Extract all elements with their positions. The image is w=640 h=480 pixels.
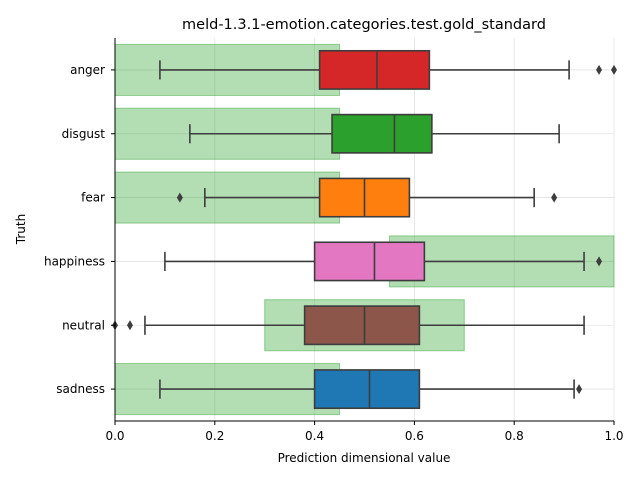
x-tick-label: 0.2 [205,429,224,443]
y-tick-label-neutral: neutral [62,318,105,332]
x-tick-label: 0.4 [305,429,324,443]
x-tick-label: 1.0 [604,429,623,443]
box-happiness [164,241,603,282]
y-tick-label-sadness: sadness [56,382,105,396]
outlier-point [126,320,133,331]
box-iqr [313,369,421,410]
outlier-point [551,192,558,203]
box-neutral [112,305,585,346]
x-tick-label: 0.8 [505,429,524,443]
box-iqr [313,241,426,282]
box-iqr [331,113,433,154]
y-axis-ticks: anger disgust fear happiness neutral sadness [44,63,115,396]
outlier-point [576,384,583,395]
y-tick-label-disgust: disgust [62,127,106,141]
x-tick-label: 0.0 [105,429,124,443]
outlier-point [611,64,617,75]
box-series [112,49,617,410]
y-tick-label-happiness: happiness [44,254,105,268]
box-fear [176,177,558,218]
x-tick-label: 0.6 [405,429,424,443]
box-iqr [303,305,421,346]
box-iqr [318,49,431,90]
box-anger [159,49,617,90]
outlier-point [176,192,183,203]
x-axis-label: Prediction dimensional value [278,451,451,465]
gold-standard-ranges [114,43,615,416]
y-axis-label: Truth [14,214,28,245]
box-sadness [159,369,583,410]
chart-title: meld-1.3.1-emotion.categories.test.gold_… [182,17,546,33]
x-axis-ticks: 0.0 0.2 0.4 0.6 0.8 1.0 [105,421,624,443]
y-tick-label-fear: fear [81,191,105,205]
box-disgust [189,113,560,154]
outlier-point [596,64,603,75]
outlier-point [596,256,603,267]
axes [114,38,614,422]
y-tick-label-anger: anger [70,63,105,77]
